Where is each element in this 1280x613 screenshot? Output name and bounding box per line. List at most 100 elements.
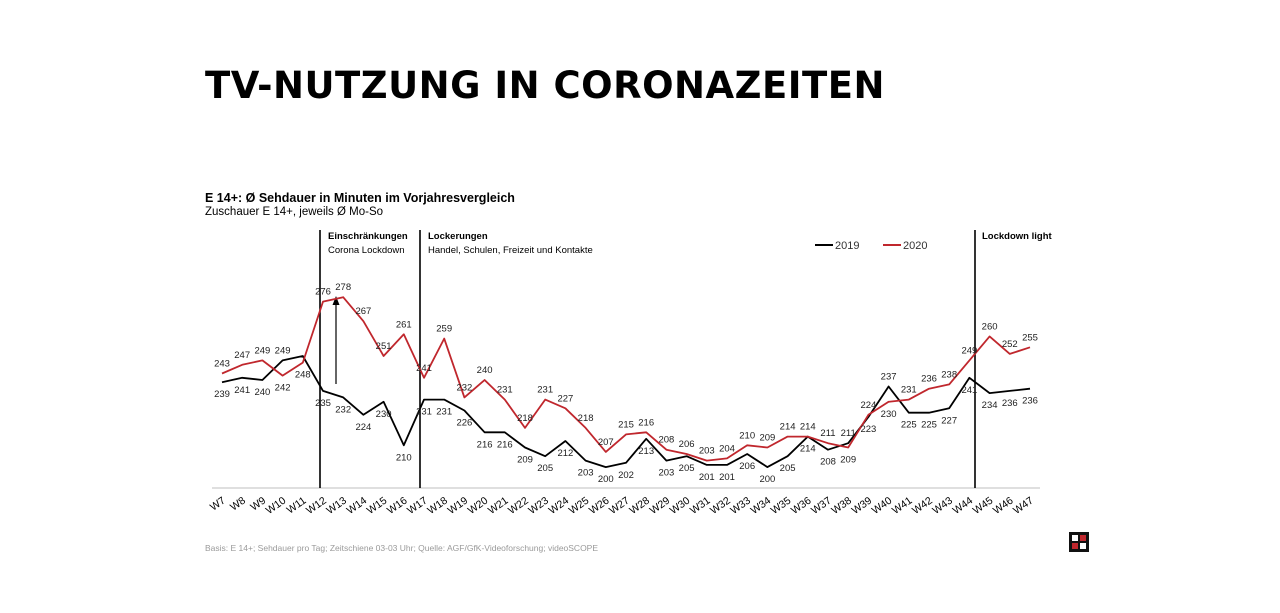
annotation-text: Handel, Schulen, Freizeit und Kontakte — [428, 245, 593, 256]
data-label-2020: 243 — [214, 358, 230, 369]
data-label-2019: 216 — [497, 439, 513, 450]
annotation-text: Corona Lockdown — [328, 245, 405, 256]
increase-arrow-head — [332, 296, 340, 305]
data-label-2019: 211 — [841, 428, 856, 439]
data-label-2020: 240 — [477, 365, 493, 376]
data-label-2020: 231 — [497, 385, 513, 396]
annotation-title: Lockdown light — [982, 231, 1052, 242]
data-label-2020: 211 — [820, 428, 835, 439]
data-label-2020: 207 — [598, 437, 614, 448]
data-label-2019: 208 — [820, 457, 836, 468]
data-label-2020: 203 — [699, 446, 715, 457]
legend-label: 2020 — [903, 240, 927, 252]
data-label-2020: 276 — [315, 287, 331, 298]
data-label-2020: 209 — [840, 455, 856, 466]
data-label-2019: 241 — [234, 385, 250, 396]
data-label-2020: 218 — [517, 413, 533, 424]
legend-label: 2019 — [835, 240, 859, 252]
x-tick-label: W8 — [228, 495, 248, 514]
data-label-2019: 214 — [800, 444, 816, 455]
data-label-2019: 210 — [396, 452, 412, 463]
data-label-2020: 255 — [1022, 332, 1038, 343]
data-label-2019: 213 — [638, 446, 654, 457]
data-label-2020: 247 — [234, 350, 250, 361]
data-label-2019: 216 — [477, 439, 493, 450]
brand-logo — [1069, 532, 1089, 552]
data-label-2020: 238 — [941, 369, 957, 380]
data-label-2019: 237 — [881, 372, 897, 383]
data-label-2019: 225 — [921, 420, 937, 431]
data-label-2019: 235 — [315, 398, 331, 409]
data-label-2020: 236 — [921, 374, 937, 385]
data-label-2020: 260 — [982, 321, 998, 332]
data-label-2020: 242 — [275, 383, 291, 394]
data-label-2020: 210 — [739, 430, 755, 441]
data-label-2019: 236 — [1002, 398, 1018, 409]
data-label-2019: 200 — [759, 474, 775, 485]
series-2020-line — [221, 296, 1031, 462]
data-label-2019: 201 — [699, 472, 715, 483]
data-label-2019: 241 — [961, 385, 977, 396]
annotation-title: Lockerungen — [428, 231, 488, 242]
data-label-2020: 248 — [295, 370, 311, 381]
data-label-2020: 227 — [557, 393, 573, 404]
data-label-2019: 240 — [254, 387, 270, 398]
annotation-title: Einschränkungen — [328, 231, 408, 242]
page-title: TV-NUTZUNG IN CORONAZEITEN — [205, 64, 885, 107]
data-label-2020: 230 — [881, 409, 897, 420]
data-label-2020: 214 — [780, 422, 796, 433]
data-label-2020: 261 — [396, 319, 412, 330]
data-label-2020: 267 — [355, 306, 371, 317]
data-label-2019: 205 — [537, 463, 553, 474]
data-label-2020: 249 — [254, 345, 270, 356]
data-label-2019: 239 — [214, 389, 230, 400]
data-label-2020: 231 — [901, 385, 917, 396]
data-label-2019: 224 — [355, 422, 371, 433]
data-label-2019: 231 — [416, 407, 432, 418]
data-label-2019: 205 — [780, 463, 796, 474]
chart-title: E 14+: Ø Sehdauer in Minuten im Vorjahre… — [205, 191, 515, 205]
data-label-2019: 203 — [578, 468, 594, 479]
data-label-2020: 259 — [436, 324, 452, 335]
data-label-2020: 215 — [618, 419, 634, 430]
data-label-2019: 202 — [618, 470, 634, 481]
data-label-2019: 226 — [456, 417, 472, 428]
chart-subtitle: Zuschauer E 14+, jeweils Ø Mo-So — [205, 206, 384, 218]
x-tick-label: W7 — [208, 495, 228, 514]
data-label-2019: 209 — [517, 455, 533, 466]
data-label-2020: 232 — [456, 382, 472, 393]
data-label-2019: 206 — [739, 461, 755, 472]
data-label-2020: 209 — [759, 433, 775, 444]
source-note: Basis: E 14+; Sehdauer pro Tag; Zeitschi… — [205, 543, 599, 553]
data-label-2019: 205 — [679, 463, 695, 474]
data-label-2019: 249 — [275, 345, 291, 356]
data-label-2020: 249 — [961, 345, 977, 356]
data-label-2019: 236 — [1022, 396, 1038, 407]
data-label-2020: 214 — [800, 422, 816, 433]
data-label-2019: 200 — [598, 474, 614, 485]
data-label-2020: 218 — [578, 413, 594, 424]
data-label-2019: 231 — [436, 407, 452, 418]
data-label-2020: 204 — [719, 443, 735, 454]
data-label-2020: 252 — [1002, 339, 1018, 350]
series-2019-line — [221, 355, 1031, 469]
data-label-2019: 232 — [335, 404, 351, 415]
data-label-2020: 208 — [658, 435, 674, 446]
data-label-2019: 225 — [901, 420, 917, 431]
data-label-2019: 234 — [982, 400, 998, 411]
data-label-2019: 227 — [941, 415, 957, 426]
data-label-2020: 278 — [335, 282, 351, 293]
data-label-2019: 201 — [719, 472, 735, 483]
data-label-2020: 231 — [537, 385, 553, 396]
data-label-2020: 251 — [376, 341, 392, 352]
data-label-2020: 241 — [416, 363, 432, 374]
data-label-2019: 212 — [557, 448, 573, 459]
data-label-2020: 206 — [679, 439, 695, 450]
data-label-2019: 230 — [376, 409, 392, 420]
x-tick-label: W47 — [1011, 495, 1036, 517]
data-label-2019: 223 — [860, 424, 876, 435]
data-label-2019: 203 — [658, 468, 674, 479]
data-label-2020: 224 — [860, 400, 876, 411]
data-label-2020: 216 — [638, 417, 654, 428]
